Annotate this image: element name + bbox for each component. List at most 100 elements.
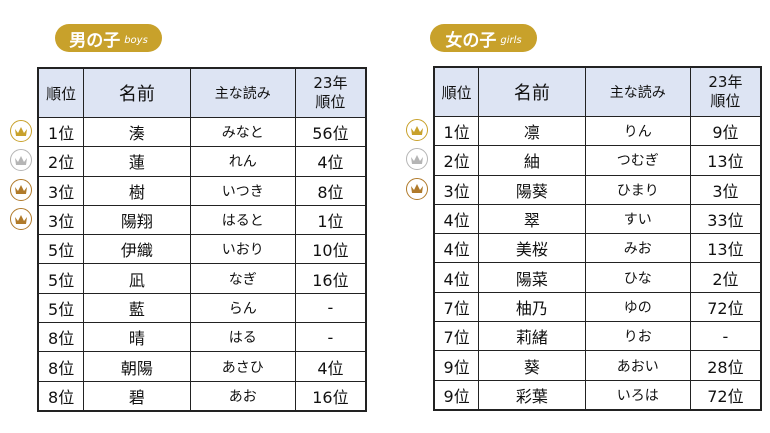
crown-icon — [10, 208, 32, 231]
name-cell: 美桜 — [478, 233, 586, 264]
reading-cell: つむぎ — [584, 145, 691, 176]
crown-icon — [10, 120, 32, 143]
name-cell: 凪 — [83, 263, 191, 294]
header-rank: 順位 — [37, 67, 85, 118]
rank-cell: 4位 — [433, 203, 480, 235]
table-row: 7位 柚乃 ゆの 72位 — [433, 291, 762, 323]
prev-rank-cell: 8位 — [294, 175, 367, 206]
reading-cell: ひまり — [584, 174, 691, 205]
table-row: 7位 莉緒 りお - — [433, 321, 762, 352]
rank-cell: 9位 — [433, 350, 480, 381]
reading-cell: ゆの — [584, 291, 691, 323]
name-cell: 樹 — [83, 175, 191, 206]
rank-cell: 2位 — [10, 146, 85, 177]
prev-rank-cell: 56位 — [294, 116, 367, 148]
header-prev-rank: 23年 順位 — [689, 66, 762, 117]
name-cell: 碧 — [83, 380, 191, 412]
name-cell: 晴 — [83, 322, 191, 353]
table-row: 2位紬つむぎ 13位 — [406, 145, 762, 176]
header-row: 順位 名前 主な読み 23年 順位 — [37, 67, 367, 118]
table-row: 4位 美桜 みお 13位 — [433, 233, 762, 264]
rank-text: 5位 — [48, 270, 75, 290]
rank-cell: 2位 — [406, 145, 480, 176]
rank-cell: 5位 — [37, 292, 85, 324]
rank-cell: 3位 — [406, 174, 480, 205]
prev-rank-cell: 16位 — [294, 263, 367, 294]
prev-rank-cell: - — [294, 322, 367, 353]
boys-ranking-table: 順位 名前 主な読み 23年 順位 1位湊みなと 56位 2位蓮れん 4位 3位樹いつき 8位 3位陽… — [10, 67, 367, 412]
rank-cell: 5位 — [37, 234, 85, 265]
crown-icon — [10, 149, 32, 172]
reading-cell: りお — [584, 321, 691, 352]
rank-cell: 9位 — [433, 379, 480, 411]
crown-icon — [10, 178, 32, 201]
reading-cell: ひな — [584, 262, 691, 293]
table-row: 1位凛りん 9位 — [406, 115, 762, 147]
reading-cell: いおり — [189, 234, 296, 265]
table-row: 5位 伊織 いおり 10位 — [37, 234, 367, 265]
table-row: 9位葵あおい 28位 — [433, 350, 762, 381]
crown-icon — [406, 177, 428, 200]
name-cell: 陽葵 — [478, 174, 586, 205]
crown-icon — [406, 119, 428, 142]
rank-text: 8位 — [48, 387, 75, 407]
reading-cell: なぎ — [189, 263, 296, 294]
reading-cell: みなと — [189, 116, 296, 148]
badge-subtitle: boys — [124, 34, 148, 46]
header-rank: 順位 — [433, 66, 480, 117]
rank-text: 3位 — [443, 181, 470, 201]
reading-cell: はると — [189, 204, 296, 236]
prev-rank-cell: 28位 — [689, 350, 762, 381]
rank-text: 8位 — [48, 358, 75, 378]
rank-text: 4位 — [443, 240, 470, 260]
rank-cell: 8位 — [37, 380, 85, 412]
name-cell: 葵 — [478, 350, 586, 381]
rank-text: 1位 — [48, 124, 75, 144]
header-row: 順位 名前 主な読み 23年 順位 — [433, 66, 762, 117]
header-name: 名前 — [478, 66, 586, 117]
header-prev-line1: 23年 — [313, 74, 348, 92]
reading-cell: れん — [189, 146, 296, 177]
prev-rank-cell: 10位 — [294, 234, 367, 265]
table-row: 5位藍らん - — [37, 292, 367, 324]
table-row: 4位翠すい 33位 — [433, 203, 762, 235]
prev-rank-cell: 1位 — [294, 204, 367, 236]
prev-rank-cell: 13位 — [689, 233, 762, 264]
table-row: 2位蓮れん 4位 — [10, 146, 367, 177]
reading-cell: あお — [189, 380, 296, 412]
reading-cell: はる — [189, 322, 296, 353]
badge-title: 女の子 — [445, 30, 497, 51]
prev-rank-cell: 72位 — [689, 379, 762, 411]
girls-ranking-table: 順位 名前 主な読み 23年 順位 1位凛りん 9位 2位紬つむぎ 13位 3位 陽葵 ひまり 3位 4位… — [406, 66, 762, 411]
name-cell: 莉緒 — [478, 321, 586, 352]
rank-text: 3位 — [48, 212, 75, 232]
reading-cell: いろは — [584, 379, 691, 411]
rank-cell: 1位 — [10, 116, 85, 148]
rank-cell: 3位 — [10, 204, 85, 236]
table-row: 1位湊みなと 56位 — [10, 116, 367, 148]
prev-rank-cell: 2位 — [689, 262, 762, 293]
reading-cell: りん — [584, 115, 691, 147]
boys-section-badge: 男の子 boys — [55, 24, 162, 52]
rank-cell: 4位 — [433, 233, 480, 264]
rank-text: 1位 — [443, 123, 470, 143]
prev-rank-cell: 4位 — [294, 146, 367, 177]
reading-cell: あさひ — [189, 351, 296, 382]
header-prev-line1: 23年 — [708, 73, 743, 91]
name-cell: 陽翔 — [83, 204, 191, 236]
rank-text: 7位 — [443, 328, 470, 348]
table-row: 4位 陽菜 ひな 2位 — [433, 262, 762, 293]
crown-icon — [406, 148, 428, 171]
table-row: 3位 陽翔 はると 1位 — [10, 204, 367, 236]
badge-title: 男の子 — [69, 30, 121, 51]
rank-cell: 3位 — [10, 175, 85, 206]
prev-rank-cell: 33位 — [689, 203, 762, 235]
prev-rank-cell: - — [689, 321, 762, 352]
table-row: 8位晴はる - — [37, 322, 367, 353]
header-prev-line2: 順位 — [315, 93, 346, 111]
rank-text: 8位 — [48, 329, 75, 349]
rank-cell: 1位 — [406, 115, 480, 147]
table-row: 8位 朝陽 あさひ 4位 — [37, 351, 367, 382]
rank-text: 4位 — [443, 269, 470, 289]
rank-text: 9位 — [443, 357, 470, 377]
